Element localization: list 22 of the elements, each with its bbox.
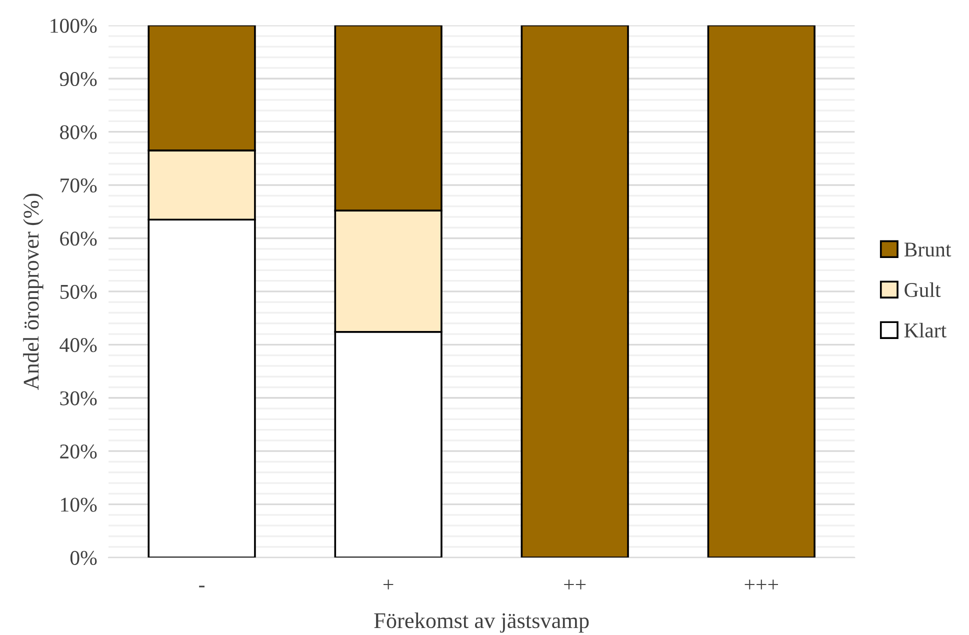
y-tick-label: 80% [60, 125, 97, 140]
y-tick-label: 70% [60, 178, 97, 193]
x-tick-label: + [383, 580, 394, 590]
y-tick-label: 100% [50, 18, 97, 33]
y-tick-label: 60% [60, 232, 97, 246]
y-tick-label: 50% [60, 284, 97, 299]
x-tick-label: ++ [564, 580, 586, 590]
x-tick-label: +++ [744, 580, 778, 590]
bar [707, 25, 816, 558]
y-tick-label: 40% [60, 338, 97, 352]
bar [520, 25, 629, 558]
y-tick-label: 10% [61, 498, 97, 512]
x-tick-label: - [199, 586, 205, 588]
x-axis-title: Förekomst av jästsvamp [374, 612, 589, 633]
legend-label: Klart [904, 322, 946, 338]
y-tick-label: 90% [60, 72, 97, 86]
legend-label: Brunt [904, 242, 952, 257]
y-tick-label: 0% [70, 550, 97, 566]
legend-label: Gult [904, 282, 941, 298]
y-tick-label: 20% [60, 444, 97, 459]
y-tick-label: 30% [60, 391, 97, 406]
y-axis-title: Andel öronprover (%) [23, 194, 44, 390]
